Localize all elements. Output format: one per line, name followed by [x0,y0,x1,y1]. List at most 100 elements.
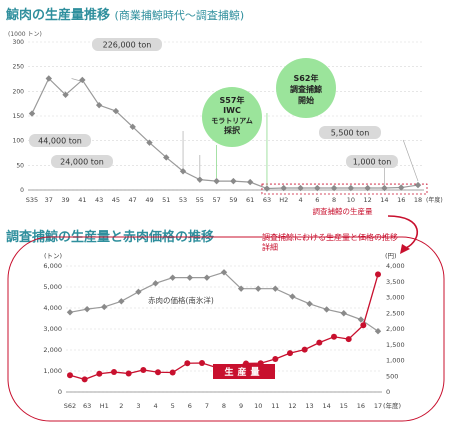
top-data-point [364,184,371,192]
research-start-badge [276,58,336,118]
bottom-right-axis-label: (円) [385,252,397,260]
research-start-badge-text: S62年 [294,73,319,83]
top-x-tick-label: 53 [179,196,187,204]
price-data-point [306,300,313,307]
top-x-tick-label: 57 [212,196,220,204]
bottom-x-tick-label: 8 [222,402,226,410]
top-data-point [129,123,136,131]
price-data-point [340,310,347,317]
callout-24: 24,000 ton [60,158,104,167]
top-x-tick-label: 39 [61,196,69,204]
price-data-point [118,298,125,305]
bottom-x-tick-label: 5 [171,402,175,410]
bottom-x-tick-label: 17 [374,402,382,410]
production-data-point [169,369,176,376]
price-data-point [169,274,176,281]
top-x-tick-label: 55 [196,196,204,204]
production-series-label: 生産量 [224,366,263,378]
top-x-tick-label: 18 [414,196,422,204]
callout-1: 1,000 ton [353,158,392,167]
top-x-tick-label: 14 [380,196,388,204]
bottom-right-tick-label: 3,500 [386,278,405,286]
production-data-point [155,369,161,376]
bottom-x-tick-label: S62 [64,402,76,410]
production-data-point [81,376,88,383]
top-x-tick-label: S35 [26,196,38,204]
callout-1-box [346,155,398,168]
top-x-tick-label: 37 [45,196,53,204]
price-data-point [357,316,365,323]
bottom-x-tick-label: 4 [153,402,157,410]
top-data-point [246,178,254,186]
callout-226: 226,000 ton [103,41,152,50]
top-data-point [280,184,287,192]
top-data-point [112,107,120,115]
top-x-tick-label: 4 [298,196,302,204]
top-y-tick-label: 100 [13,138,25,145]
bottom-x-tick-label: 9 [239,402,243,410]
research-start-badge-text: 開始 [298,95,314,105]
production-data-point [301,346,308,353]
top-y-tick-label: 250 [13,64,25,71]
callout-226-box [92,38,162,51]
top-data-point [330,184,338,192]
production-data-point [184,360,191,367]
production-data-point [125,370,132,377]
top-data-point [414,181,422,189]
production-data-point [140,366,147,373]
top-data-point [398,184,405,191]
bottom-right-tick-label: 500 [386,372,398,380]
bottom-x-tick-label: 12 [288,402,296,410]
price-series-line [69,271,379,332]
top-data-point [314,184,321,192]
top-data-point [95,101,103,109]
price-data-point [255,285,262,292]
top-x-axis-label: (年度) [426,196,443,204]
bottom-x-tick-label: 2 [119,402,123,410]
price-series-label: 赤肉の価格(南氷洋) [148,295,214,305]
moratorium-badge [202,87,262,147]
price-data-point [272,285,279,292]
bottom-x-tick-label: H1 [100,402,109,410]
price-data-point [374,328,382,335]
top-x-tick-label: 45 [112,196,120,204]
bottom-left-tick-label: 6,000 [43,262,62,270]
top-data-point [263,185,271,192]
production-data-point [96,370,103,377]
bottom-x-tick-label: 13 [305,402,313,410]
production-label-box [213,364,275,379]
bottom-right-tick-label: 1,500 [386,341,405,349]
bottom-right-tick-label: 2,000 [386,325,405,333]
top-y-tick-label: 300 [13,39,25,46]
research-start-badge-text: 調査捕鯨 [290,84,322,94]
price-data-point [237,285,245,292]
top-data-point [381,184,388,192]
top-x-tick-label: 12 [364,196,372,204]
moratorium-badge-text: IWC [223,106,241,115]
top-x-tick-label: 59 [229,196,237,204]
top-data-point [179,168,187,175]
top-data-point [62,91,69,98]
top-data-point [146,139,153,146]
production-data-point [345,336,352,343]
price-data-point [186,274,193,281]
production-data-point [360,322,367,329]
bottom-right-tick-label: 4,000 [386,262,405,270]
bottom-x-tick-label: 3 [136,402,140,410]
bottom-x-tick-label: 14 [323,402,331,410]
bottom-right-tick-label: 3,000 [386,294,405,302]
bottom-left-axis-label: (トン) [44,252,62,260]
callout-44-box [29,134,91,147]
top-y-tick-label: 0 [20,187,24,194]
production-data-point [316,339,323,346]
production-data-point [111,369,117,376]
bottom-x-tick-label: 15 [340,402,348,410]
bottom-left-tick-label: 0 [58,388,62,396]
callout-55-line [402,139,419,182]
price-data-point [152,280,159,287]
top-y-tick-label: 50 [16,162,24,169]
top-data-point [79,76,86,84]
bottom-right-tick-label: 2,500 [386,309,405,317]
top-x-tick-label: H2 [279,196,288,204]
